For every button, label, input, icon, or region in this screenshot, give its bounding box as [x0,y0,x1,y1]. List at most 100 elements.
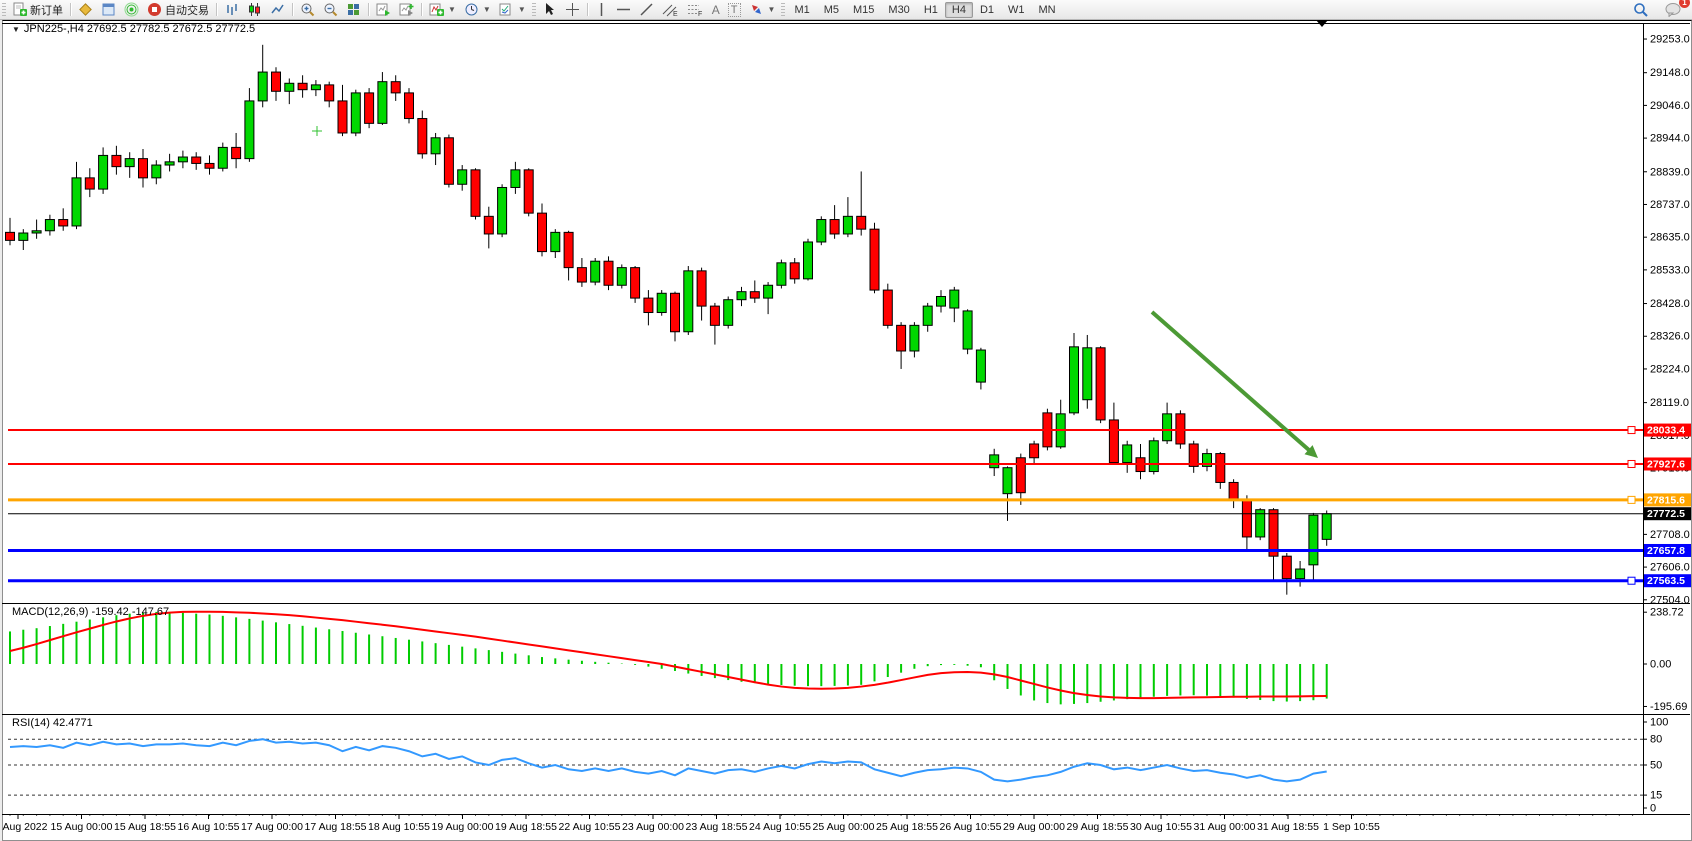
candle-body [683,270,694,333]
candle-body [1162,413,1173,442]
price-axis[interactable]: 29253.0 29148.0 29046.0 28944.0 28839.0 28737… [1643,34,1691,815]
separator [586,3,588,16]
text-label-tool-button[interactable]: T [724,0,745,19]
clock-icon [464,2,479,17]
candle-body [404,92,414,120]
market-watch-button[interactable] [97,0,120,19]
price-badge [1644,493,1691,507]
toolbar-grip[interactable] [2,2,6,17]
time-tick-label: 15 Aug 18:55 [114,821,176,833]
bar-chart-button[interactable] [220,0,243,19]
trendline-tool-button[interactable] [635,0,658,19]
search-button[interactable] [1629,0,1653,19]
rsi-pane[interactable]: RSI(14) 42.4771 [8,717,1643,796]
chart-shift-icon [399,2,414,17]
candlestick-chart-icon [247,2,262,17]
price-tick-label: 29253.0 [1650,34,1690,46]
candle-body [257,71,268,102]
separator [421,3,422,16]
timeframe-H4[interactable]: H4 [944,1,973,18]
candle-body [138,158,148,179]
timeframe-D1[interactable]: D1 [979,3,994,16]
candle-body [310,84,321,91]
timeframe-MN[interactable]: MN [1038,3,1056,16]
price-tick-label: 28944.0 [1650,133,1690,145]
timeframe-M30[interactable]: M30 [888,3,910,16]
candle-body [749,291,760,299]
metaeditor-button[interactable] [74,0,97,19]
candlestick-chart-button[interactable] [243,0,266,19]
line-handle[interactable] [1627,426,1636,435]
price-tick-label: 28224.0 [1650,363,1690,375]
tile-windows-button[interactable] [342,0,365,19]
zoom-out-icon [323,2,338,17]
candle-body [5,231,15,241]
fibonacci-tool-button[interactable]: F [683,0,708,19]
arrows-tool-button[interactable]: ▼ [745,0,780,19]
candle-body [231,146,242,160]
line-handle[interactable] [1627,459,1636,468]
price-tick-label: 29148.0 [1650,67,1690,79]
candle-body [1215,453,1226,483]
candle-body [869,228,880,291]
trend-arrow-head[interactable] [1304,445,1318,458]
candle-body [922,305,933,326]
toolbar-grip[interactable] [531,2,536,17]
timeframe-M15[interactable]: M15 [853,3,875,16]
macd-pane[interactable]: MACD(12,26,9) -159.42 -147.67 [9,606,1328,705]
timeframe-W1[interactable]: W1 [1008,3,1025,16]
chevron-down-icon: ▼ [448,5,456,14]
toolbar-grip[interactable] [781,2,786,17]
templates-button[interactable]: ▼ [495,0,530,19]
candle-body [31,230,42,234]
line-chart-button[interactable] [266,0,289,19]
new-order-button[interactable]: 新订单 [8,0,67,19]
bar-chart-icon [224,2,239,17]
main-chart-pane[interactable] [5,44,1644,595]
indicators-button[interactable]: ▼ [425,0,460,19]
candle-body [909,324,920,352]
notifications-button[interactable]: 1 [1661,0,1690,19]
candle-body [882,289,893,326]
trend-arrow[interactable] [1150,310,1312,453]
candle-body [1148,440,1159,473]
candle-body [284,82,295,92]
horizontal-line-tool-button[interactable] [612,0,635,19]
line-handle[interactable] [1627,495,1636,504]
crosshair-tool-button[interactable] [561,0,584,19]
time-tick-label: 25 Aug 00:00 [813,821,875,833]
zoom-out-button[interactable] [319,0,342,19]
price-tick-label: 28119.0 [1650,397,1689,409]
cursor-tool-button[interactable] [538,0,561,19]
auto-scroll-button[interactable] [372,0,395,19]
macd-scale-label: 238.72 [1650,607,1684,619]
vertical-line-tool-button[interactable] [591,0,612,19]
candle-body [975,349,986,383]
candle-body [297,82,308,91]
cursor-icon [542,2,557,17]
svg-text:F: F [698,11,702,17]
timeframe-M5[interactable]: M5 [823,3,839,16]
candle-body [44,219,55,232]
shift-end-marker[interactable] [1316,20,1328,27]
chart-shift-button[interactable] [395,0,418,19]
zoom-in-button[interactable] [296,0,319,19]
line-handle[interactable] [1627,576,1636,585]
equidistant-channel-tool-button[interactable]: E [658,0,683,19]
signals-button[interactable] [120,0,143,19]
price-tick-label: 28326.0 [1650,331,1690,343]
arrows-icon [749,2,764,17]
macd-signal-line [9,610,1327,700]
auto-trading-button[interactable]: 自动交易 [143,0,213,19]
timeframe-H1[interactable]: H1 [923,3,938,16]
candle-body [1202,453,1212,467]
timeframe-M1[interactable]: M1 [794,3,810,16]
periods-button[interactable]: ▼ [460,0,495,19]
expand-ohlc-icon[interactable]: ▼ [12,25,20,34]
timeframe-group: M1 M5 M15 M30 H1 H4 D1 W1 MN [787,1,1062,18]
chevron-down-icon: ▼ [517,5,526,14]
candle-body [1122,444,1133,464]
separator [292,3,293,16]
text-tool-button[interactable]: A [708,0,724,19]
